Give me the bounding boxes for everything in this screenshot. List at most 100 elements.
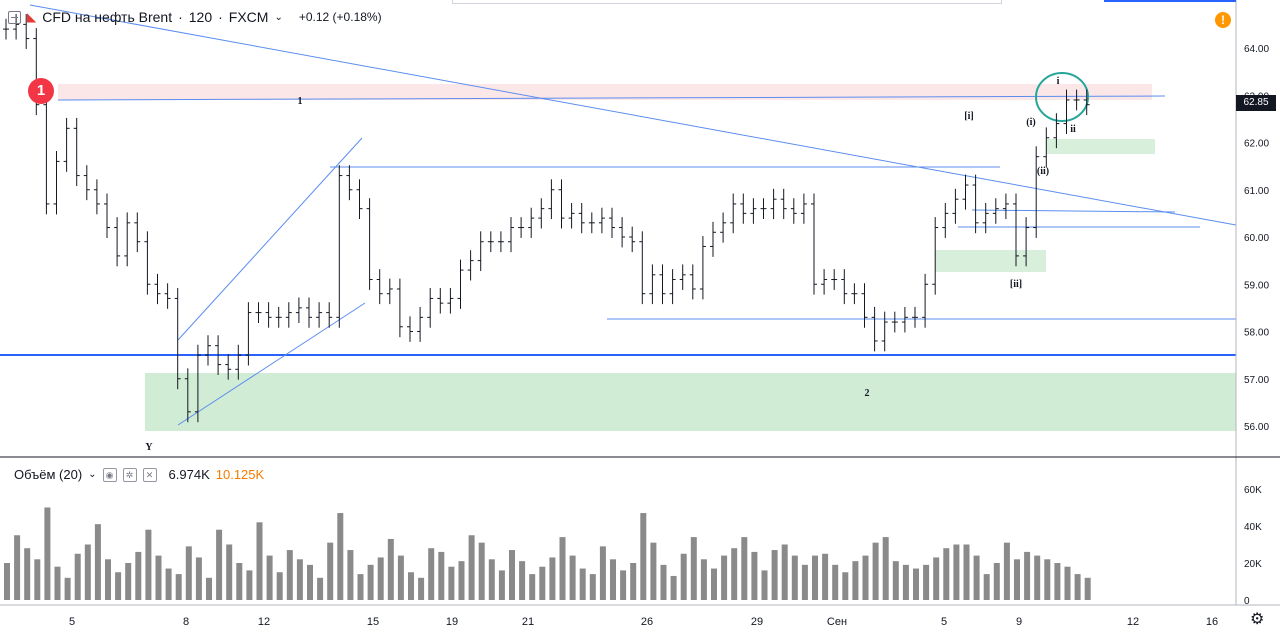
price-bar <box>871 306 878 352</box>
price-bar <box>639 231 646 305</box>
price-bar <box>901 306 908 333</box>
time-tick-label: 21 <box>522 616 534 628</box>
price-bar <box>235 344 242 380</box>
price-bar <box>982 202 989 234</box>
price-bar <box>659 264 666 305</box>
wave-label: 1 <box>298 96 303 107</box>
settings-gear-icon[interactable]: ⚙ <box>1250 611 1265 628</box>
close-mini-icon[interactable]: ✕ <box>142 467 157 482</box>
volume-bar <box>953 544 960 600</box>
price-bar <box>346 165 353 201</box>
channel-lower <box>177 302 366 426</box>
price-bar <box>831 269 838 290</box>
price-bar <box>588 212 595 234</box>
volume-bar <box>468 535 475 600</box>
price-bar <box>3 18 9 40</box>
interval[interactable]: 120 <box>188 9 213 25</box>
volume-value: 6.974K <box>168 467 210 482</box>
price-bar <box>851 283 858 305</box>
price-bar <box>53 151 60 215</box>
time-tick-label: 19 <box>446 616 458 628</box>
wave-label: [i] <box>964 111 973 122</box>
eye-icon[interactable]: ◉ <box>102 467 117 482</box>
volume-bar <box>721 555 728 600</box>
volume-bar <box>589 574 596 600</box>
top-blue-strip <box>1104 0 1236 2</box>
volume-bar <box>983 574 990 600</box>
price-bar <box>619 217 626 248</box>
drawings[interactable] <box>0 4 1237 426</box>
descending-trendline <box>29 4 1237 226</box>
chevron-down-icon[interactable]: ⌄ <box>274 11 283 23</box>
alert-icon[interactable]: ! <box>1215 12 1231 28</box>
volume-bar <box>135 551 142 600</box>
volume-legend[interactable]: Объём (20) ⌄ ◉ ✲ ✕ 6.974K 10.125K <box>14 467 264 482</box>
volume-bar <box>438 551 445 600</box>
chart-menu-icon[interactable] <box>8 10 21 24</box>
price-bar <box>144 231 151 295</box>
gear-mini-icon[interactable]: ✲ <box>122 467 137 482</box>
price-tick-label: 59.00 <box>1244 280 1269 291</box>
price-bar <box>528 207 535 238</box>
volume-bar <box>933 557 940 600</box>
current-price-label: 62.85 <box>1236 95 1276 111</box>
zones <box>58 84 1236 431</box>
price-tick-label: 62.00 <box>1244 139 1269 150</box>
price-bar <box>164 283 171 309</box>
price-bar <box>770 188 777 220</box>
price-bar <box>336 165 343 328</box>
price-bar <box>457 259 464 309</box>
volume-bar <box>832 564 839 600</box>
price-bar <box>376 269 383 305</box>
price-bar <box>720 212 727 243</box>
volume-bar <box>44 507 51 600</box>
separator: · <box>218 9 223 25</box>
price-bar <box>972 174 979 234</box>
price-bar <box>538 198 545 229</box>
time-tick-label: 15 <box>367 616 379 628</box>
volume-bars <box>4 507 1091 600</box>
volume-bar <box>902 564 909 600</box>
price-tick-label: 58.00 <box>1244 328 1269 339</box>
separator: · <box>178 9 183 25</box>
volume-tick-label: 40K <box>1244 522 1262 533</box>
price-bar <box>447 288 454 314</box>
volume-bar <box>660 564 667 600</box>
price-bar <box>780 188 787 220</box>
wave-label: 2 <box>865 388 870 399</box>
volume-bar <box>105 559 111 600</box>
volume-bar <box>226 544 233 600</box>
volume-bar <box>741 537 748 600</box>
symbol-name[interactable]: CFD на нефть Brent <box>42 9 173 25</box>
volume-bar <box>145 529 152 600</box>
chevron-down-icon[interactable]: ⌄ <box>88 469 97 480</box>
exchange: FXCM <box>228 9 269 25</box>
volume-bar <box>175 574 182 600</box>
price-bar <box>255 302 262 323</box>
price-bar <box>629 226 636 253</box>
volume-label[interactable]: Объём (20) <box>14 467 83 482</box>
top-panel-strip <box>452 0 1002 4</box>
volume-bar <box>943 548 950 600</box>
volume-bar <box>458 561 465 600</box>
demand-zone-small <box>935 250 1046 272</box>
volume-bar <box>812 555 818 600</box>
volume-bar <box>549 557 556 600</box>
price-bar <box>811 193 817 295</box>
price-bar <box>427 288 434 328</box>
price-bar <box>366 198 373 290</box>
volume-bar <box>216 529 223 600</box>
price-bar <box>477 231 484 272</box>
demand-zone-large <box>145 373 1236 431</box>
price-bar <box>467 250 474 281</box>
main-legend[interactable]: ◣ CFD на нефть Brent · 120 · FXCM ⌄ +0.1… <box>8 9 382 25</box>
price-bar <box>285 302 292 328</box>
price-bar <box>1023 217 1030 267</box>
time-tick-label: 16 <box>1206 616 1218 628</box>
volume-bar <box>892 561 899 600</box>
volume-bar <box>680 553 687 600</box>
wave-label: ii <box>1070 124 1076 135</box>
